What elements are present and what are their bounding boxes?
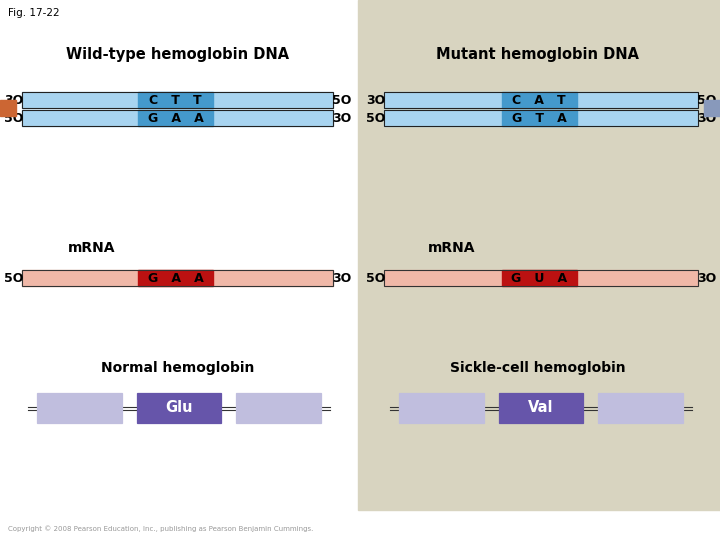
Text: 3O: 3O	[4, 93, 23, 106]
Text: 5O: 5O	[332, 93, 351, 106]
Bar	[37, 393, 122, 423]
Bar	[502, 92, 577, 108]
Bar	[137, 393, 221, 423]
Text: 3O: 3O	[332, 111, 351, 125]
Text: Sickle-cell hemoglobin: Sickle-cell hemoglobin	[450, 361, 626, 375]
Bar	[0, 100, 16, 116]
Bar	[384, 92, 698, 108]
Text: Wild-type hemoglobin DNA: Wild-type hemoglobin DNA	[66, 48, 289, 63]
Bar	[358, 0, 720, 510]
Bar	[22, 92, 333, 108]
Text: G   A   A: G A A	[148, 272, 204, 285]
Bar	[384, 270, 698, 286]
Text: 5O: 5O	[697, 93, 716, 106]
Text: 5O: 5O	[4, 272, 23, 285]
Bar	[704, 100, 720, 116]
Text: G   A   A: G A A	[148, 111, 204, 125]
Text: Val: Val	[528, 401, 554, 415]
Text: mRNA: mRNA	[68, 241, 115, 255]
Text: 5O: 5O	[366, 272, 385, 285]
Text: Glu: Glu	[166, 401, 193, 415]
Text: C   T   T: C T T	[150, 93, 202, 106]
Bar	[22, 92, 333, 108]
Text: 5O: 5O	[366, 111, 385, 125]
Text: Normal hemoglobin: Normal hemoglobin	[102, 361, 255, 375]
Bar	[502, 270, 577, 286]
Bar	[499, 393, 583, 423]
Text: C   A   T: C A T	[513, 93, 566, 106]
Bar	[22, 270, 333, 286]
Bar	[384, 110, 698, 126]
Bar	[22, 110, 333, 126]
Bar	[22, 110, 333, 126]
Text: Mutant hemoglobin DNA: Mutant hemoglobin DNA	[436, 48, 639, 63]
Text: 3O: 3O	[697, 111, 716, 125]
Text: Fig. 17-22: Fig. 17-22	[8, 8, 60, 18]
Bar	[384, 270, 698, 286]
Text: 5O: 5O	[4, 111, 23, 125]
Text: 3O: 3O	[332, 272, 351, 285]
Text: G   U   A: G U A	[511, 272, 567, 285]
Bar	[598, 393, 683, 423]
Bar	[138, 110, 213, 126]
Text: 3O: 3O	[697, 272, 716, 285]
Bar	[236, 393, 321, 423]
Text: Copyright © 2008 Pearson Education, Inc., publishing as Pearson Benjamin Cumming: Copyright © 2008 Pearson Education, Inc.…	[8, 525, 313, 532]
Text: 3O: 3O	[366, 93, 385, 106]
Bar	[384, 92, 698, 108]
Text: mRNA: mRNA	[428, 241, 475, 255]
Bar	[502, 110, 577, 126]
Bar	[22, 270, 333, 286]
Bar	[399, 393, 484, 423]
Text: G   T   A: G T A	[512, 111, 567, 125]
Bar	[138, 270, 213, 286]
Bar	[138, 92, 213, 108]
Bar	[384, 110, 698, 126]
